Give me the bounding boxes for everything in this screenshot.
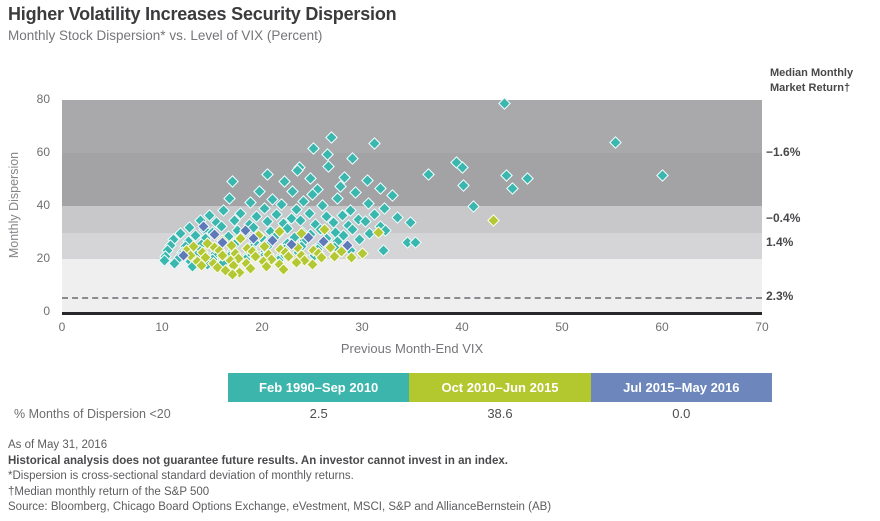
dispersion-band	[62, 100, 762, 153]
footnote-line: †Median monthly return of the S&P 500	[8, 485, 210, 498]
percent-months-value: 2.5	[309, 406, 328, 421]
median-return-value: −1.6%	[766, 145, 801, 159]
legend-segment: Oct 2010–Jun 2015	[409, 373, 591, 402]
legend-values-row: 2.5 38.6 0.0	[228, 406, 772, 421]
median-return-heading: Median Monthly Market Return†	[770, 67, 854, 94]
median-return-value: −0.4%	[766, 211, 801, 226]
legend-bar: Feb 1990–Sep 2010 Oct 2010–Jun 2015 Jul 20…	[228, 373, 772, 402]
x-tick-label: 20	[255, 320, 269, 334]
x-tick-label: 60	[655, 320, 669, 334]
median-return-value: 2.3%	[766, 288, 794, 303]
dashed-reference-line	[62, 297, 762, 300]
footnote-line: Historical analysis does not guarantee f…	[8, 454, 508, 467]
footnote-line: As of May 31, 2016	[8, 439, 108, 451]
page-subtitle: Monthly Stock Dispersion* vs. Level of V…	[8, 28, 323, 43]
dispersion-band	[62, 153, 762, 206]
x-axis-ticks: 0 10 20 30 40 50 60 70	[59, 320, 769, 336]
x-tick-label: 10	[155, 320, 169, 334]
percent-months-label: % Months of Dispersion <20	[14, 407, 171, 421]
median-return-value: 1.4%	[766, 235, 794, 250]
legend-segment: Feb 1990–Sep 2010	[228, 373, 410, 402]
footnote-line: Source: Bloomberg, Chicago Board Options…	[8, 501, 552, 513]
percent-months-value: 38.6	[487, 406, 513, 421]
y-axis-ticks: 0 20 40 60 80	[0, 92, 50, 318]
y-tick-label: 0	[43, 304, 50, 318]
footnote-line: *Dispersion is cross-sectional standard …	[8, 470, 354, 482]
y-tick-label: 20	[36, 251, 50, 265]
x-tick-label: 0	[58, 320, 66, 334]
y-tick-label: 60	[36, 145, 50, 159]
x-tick-label: 40	[455, 320, 469, 334]
x-axis-line	[62, 312, 762, 315]
x-tick-label: 70	[755, 320, 769, 334]
y-tick-label: 40	[36, 198, 50, 212]
footnotes: As of May 31, 2016 Historical analysis do…	[8, 438, 868, 516]
legend-segment: Jul 2015–May 2016	[590, 373, 772, 402]
median-return-annotations: −1.6% −0.4% 1.4% 2.3%	[766, 100, 876, 312]
plot-area	[62, 97, 762, 312]
y-tick-label: 80	[36, 92, 50, 106]
dispersion-band	[62, 259, 762, 312]
percent-months-value: 0.0	[672, 406, 691, 421]
x-tick-label: 30	[355, 320, 369, 334]
x-axis-title: Previous Month-End VIX	[340, 341, 484, 356]
x-tick-label: 50	[555, 320, 569, 334]
page-title: Higher Volatility Increases Security Dis…	[8, 4, 397, 24]
